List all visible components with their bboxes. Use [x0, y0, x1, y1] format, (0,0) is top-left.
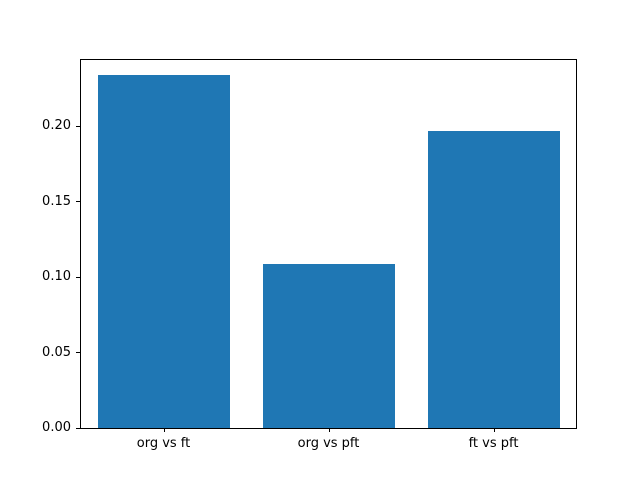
bar-org-vs-ft	[97, 75, 230, 428]
bar-org-vs-pft	[262, 263, 395, 428]
y-axis-tick	[76, 201, 80, 203]
y-axis-tick-label: 0.05	[42, 344, 71, 360]
y-axis-tick	[76, 125, 80, 127]
plot-area: 0.00 0.05 0.10 0.15 0.20 org vs ft org vs pft f…	[42, 59, 577, 451]
y-axis-tick	[76, 276, 80, 278]
y-axis-tick-label: 0.10	[42, 269, 71, 285]
y-axis-tick	[76, 427, 80, 429]
y-axis-tick-label: 0.15	[42, 193, 71, 209]
y-axis-tick-label: 0.00	[42, 420, 71, 435]
bar-ft-vs-pft	[427, 130, 560, 428]
x-axis-tick	[328, 428, 330, 432]
y-axis-tick	[76, 352, 80, 354]
x-axis-tick-label: ft vs pft	[468, 436, 519, 451]
x-axis-tick-label: org vs ft	[136, 436, 191, 451]
x-axis-tick	[493, 428, 495, 432]
x-axis-tick-label: org vs pft	[297, 436, 360, 451]
x-axis-tick	[163, 428, 165, 432]
y-axis-tick-label: 0.20	[42, 118, 71, 134]
